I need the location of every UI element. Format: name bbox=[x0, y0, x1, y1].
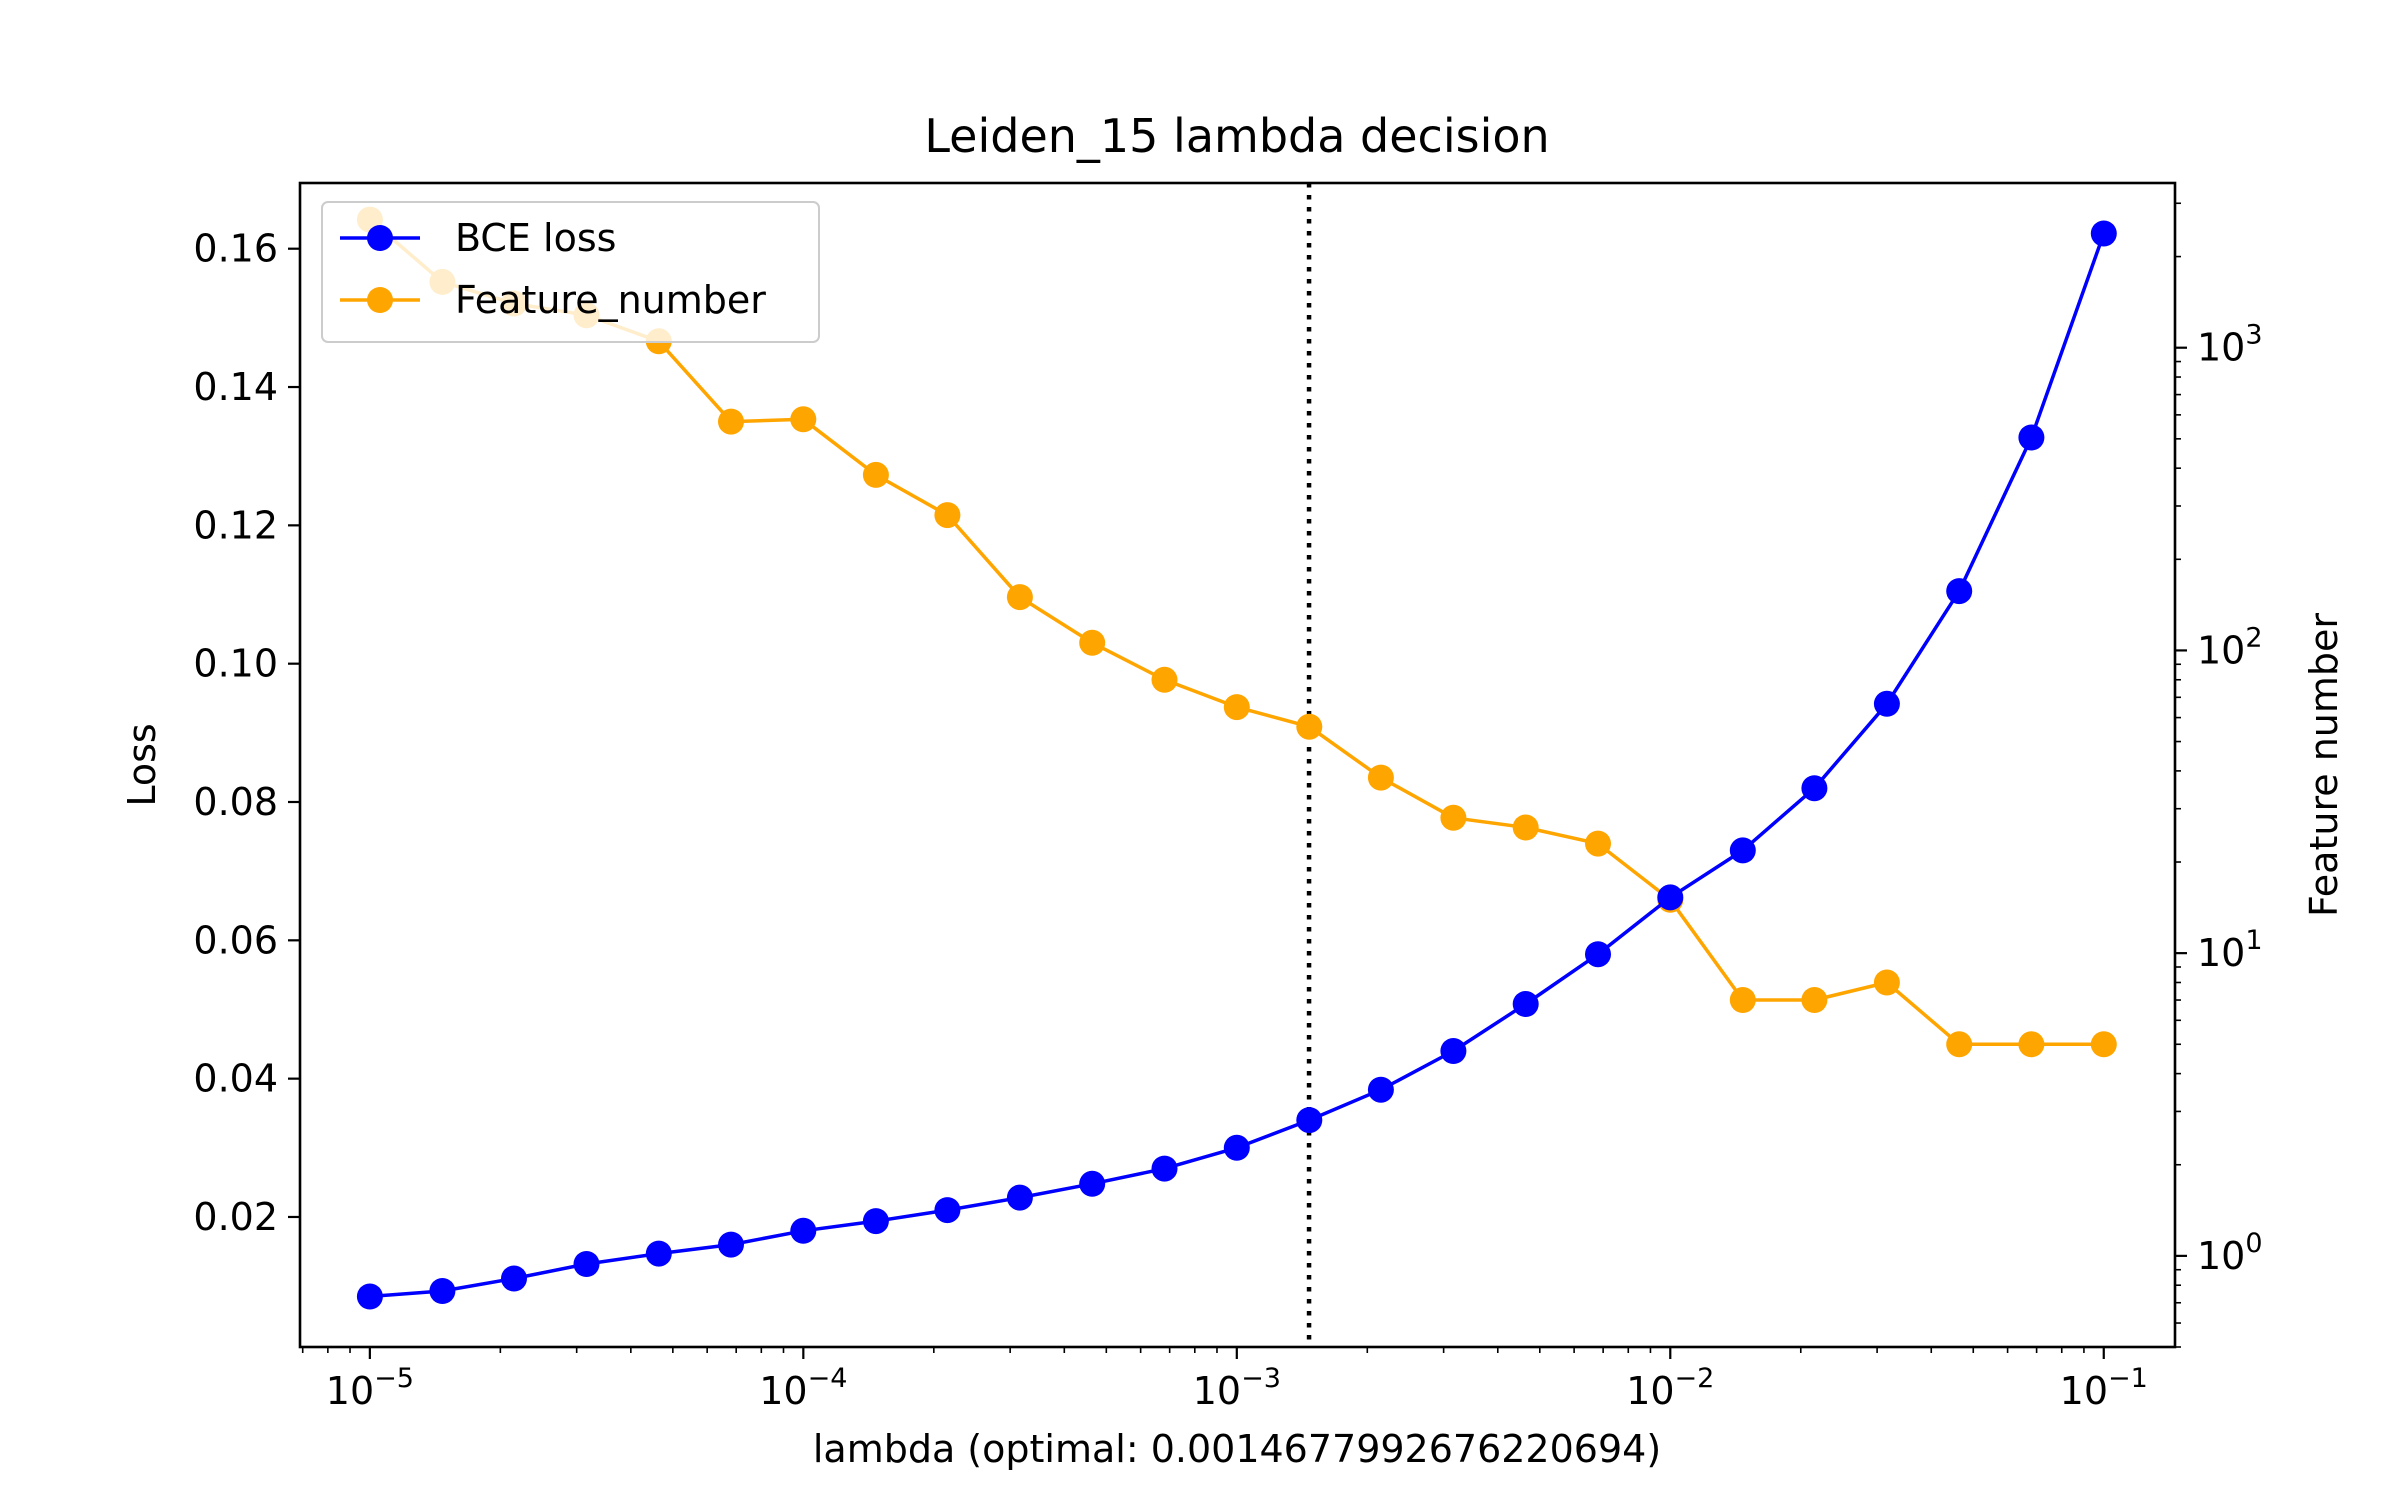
data-point-loss bbox=[573, 1251, 600, 1277]
data-point-loss bbox=[1151, 1155, 1178, 1182]
data-point-features bbox=[1151, 666, 1178, 693]
legend-label-loss: BCE loss bbox=[455, 216, 616, 260]
data-point-features bbox=[1006, 584, 1033, 611]
data-point-features bbox=[718, 408, 744, 435]
data-point-loss bbox=[934, 1197, 961, 1224]
y2-axis-label: Feature number bbox=[2302, 613, 2346, 917]
data-point-loss bbox=[501, 1265, 527, 1292]
data-point-loss bbox=[2090, 220, 2117, 247]
x-axis-ticks: 10−5 10−4 10−3 10−2 10−1 bbox=[301, 1347, 2148, 1413]
data-point-loss bbox=[862, 1208, 889, 1235]
chart-title: Leiden_15 lambda decision bbox=[924, 109, 1549, 163]
data-point-loss bbox=[645, 1240, 672, 1267]
data-point-loss bbox=[1657, 884, 1684, 911]
data-point-features bbox=[1729, 987, 1756, 1013]
data-point-loss bbox=[1296, 1107, 1323, 1134]
x-axis-label: lambda (optimal: 0.001467799267622069​4) bbox=[813, 1427, 1661, 1471]
x-tick-label: 10−4 bbox=[759, 1363, 847, 1413]
legend-frame bbox=[321, 201, 820, 343]
data-point-loss bbox=[1367, 1076, 1394, 1103]
data-point-features bbox=[790, 406, 817, 433]
y-tick-label: 0.14 bbox=[193, 365, 278, 409]
y2-axis-ticks: 100 101 102 103 bbox=[2175, 202, 2263, 1348]
y-tick-label: 0.04 bbox=[193, 1057, 278, 1101]
data-point-loss bbox=[2018, 424, 2045, 451]
x-tick-label: 10−1 bbox=[2060, 1363, 2148, 1413]
legend-label-features: Feature_number bbox=[455, 278, 766, 322]
x-tick-label: 10−3 bbox=[1193, 1363, 1281, 1413]
data-point-features bbox=[1223, 694, 1250, 721]
data-point-loss bbox=[1223, 1134, 1250, 1161]
data-point-loss bbox=[1585, 941, 1611, 968]
y2-tick-label: 102 bbox=[2197, 622, 2263, 672]
data-point-features bbox=[1440, 804, 1467, 831]
data-point-features bbox=[1946, 1031, 1973, 1058]
legend: BCE loss Feature_number bbox=[321, 201, 820, 343]
legend-marker-loss bbox=[367, 225, 393, 251]
data-point-features bbox=[1512, 814, 1539, 841]
y-tick-label: 0.16 bbox=[193, 227, 278, 271]
data-point-features bbox=[2018, 1031, 2045, 1058]
data-point-features bbox=[1873, 969, 1900, 996]
y-axis-ticks: 0.02 0.04 0.06 0.08 0.10 0.12 0.14 0.16 bbox=[193, 227, 300, 1239]
y-tick-label: 0.08 bbox=[193, 780, 278, 824]
y-tick-label: 0.06 bbox=[193, 918, 278, 962]
y-tick-label: 0.12 bbox=[193, 503, 278, 547]
data-point-loss bbox=[718, 1231, 744, 1258]
data-point-features bbox=[1367, 764, 1394, 791]
data-point-features bbox=[862, 461, 889, 488]
y-axis-label: Loss bbox=[120, 723, 164, 806]
data-point-loss bbox=[1006, 1184, 1033, 1211]
data-point-loss bbox=[1512, 991, 1539, 1017]
data-point-loss bbox=[790, 1217, 817, 1244]
data-point-features bbox=[2090, 1031, 2117, 1058]
legend-marker-features bbox=[367, 287, 393, 313]
data-point-loss bbox=[1873, 690, 1900, 717]
y2-tick-label: 100 bbox=[2197, 1228, 2263, 1278]
data-point-loss bbox=[1946, 578, 1973, 605]
data-point-loss bbox=[1079, 1170, 1106, 1197]
y-tick-label: 0.10 bbox=[193, 642, 278, 686]
data-point-features bbox=[1801, 987, 1828, 1013]
y-tick-label: 0.02 bbox=[193, 1195, 278, 1239]
data-point-loss bbox=[429, 1278, 456, 1304]
x-tick-label: 10−5 bbox=[326, 1363, 414, 1413]
data-point-features bbox=[1296, 713, 1323, 740]
data-point-loss bbox=[1801, 775, 1828, 802]
data-point-features bbox=[934, 502, 961, 529]
y2-tick-label: 101 bbox=[2197, 925, 2263, 975]
y2-tick-label: 103 bbox=[2197, 320, 2263, 370]
data-point-loss bbox=[1729, 837, 1756, 864]
data-point-loss bbox=[356, 1283, 383, 1310]
data-point-features bbox=[1585, 830, 1611, 857]
data-point-features bbox=[1079, 629, 1106, 656]
data-point-loss bbox=[1440, 1038, 1467, 1064]
x-tick-label: 10−2 bbox=[1626, 1363, 1714, 1413]
